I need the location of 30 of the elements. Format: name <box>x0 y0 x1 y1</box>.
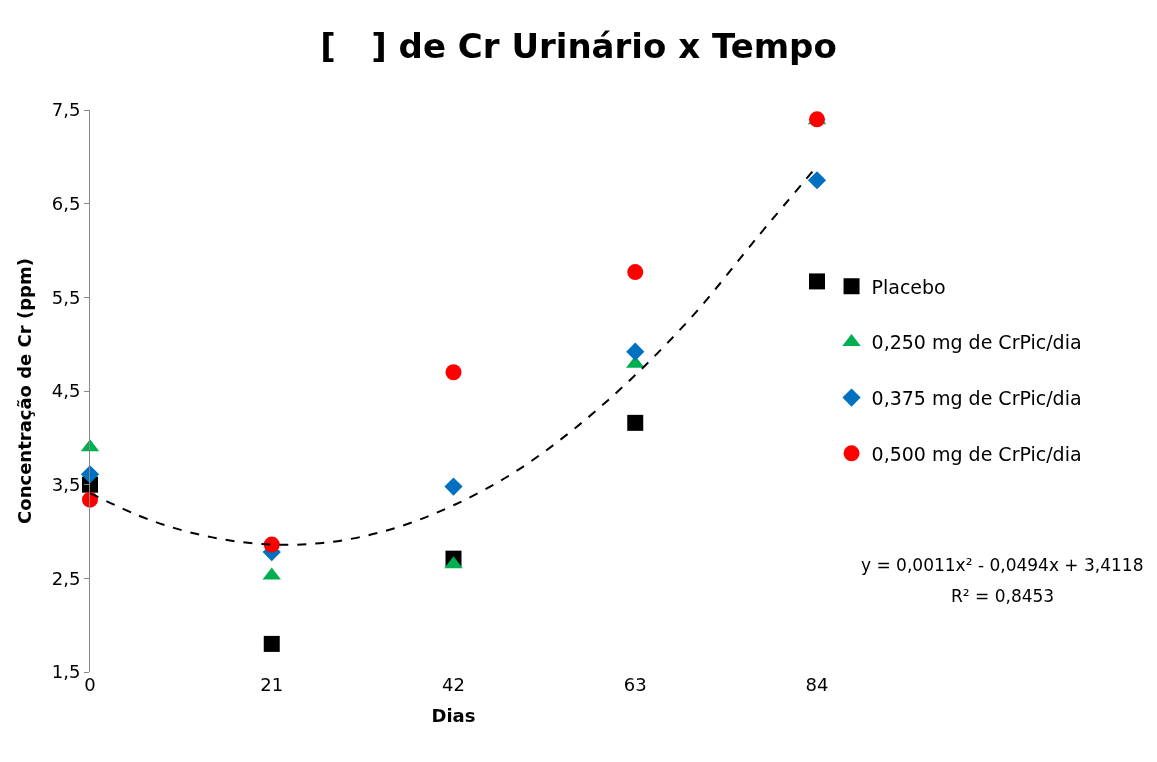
point <box>627 414 644 431</box>
x-tick-label: 84 <box>805 674 829 695</box>
point <box>445 364 462 381</box>
x-axis-title: Dias <box>431 705 476 727</box>
point <box>444 477 463 496</box>
y-axis-title: Concentração de Cr (ppm) <box>13 258 35 524</box>
point <box>263 635 280 652</box>
legend-label: 0,500 mg de CrPic/dia <box>871 442 1082 465</box>
point <box>809 273 825 290</box>
y-tick-label: 3,5 <box>51 473 81 495</box>
text: R² = 0,8453 <box>951 586 1055 606</box>
x-tick-label: 42 <box>442 674 465 695</box>
y-tick-label: 6,5 <box>51 192 81 214</box>
chart-title: [ ] de Cr Urinário x Tempo <box>320 26 837 67</box>
point <box>263 536 280 553</box>
legend-label: Placebo <box>871 275 946 298</box>
x-tick-label: 0 <box>84 674 96 695</box>
text: y = 0,0011x² - 0,0494x + 3,4118 <box>861 555 1144 575</box>
point <box>627 264 644 281</box>
point <box>807 171 827 190</box>
point <box>626 342 645 361</box>
x-tick-label: 63 <box>623 674 647 695</box>
y-tick-label: 2,5 <box>51 567 81 589</box>
legend-label: 0,250 mg de CrPic/dia <box>871 331 1082 354</box>
y-tick-label: 7,5 <box>51 99 81 121</box>
legend-label: 0,375 mg de CrPic/dia <box>871 387 1082 410</box>
x-tick-label: 21 <box>260 674 284 695</box>
y-tick-label: 5,5 <box>51 286 81 308</box>
y-tick-label: 1,5 <box>51 661 81 683</box>
y-tick-label: 4,5 <box>51 380 81 402</box>
